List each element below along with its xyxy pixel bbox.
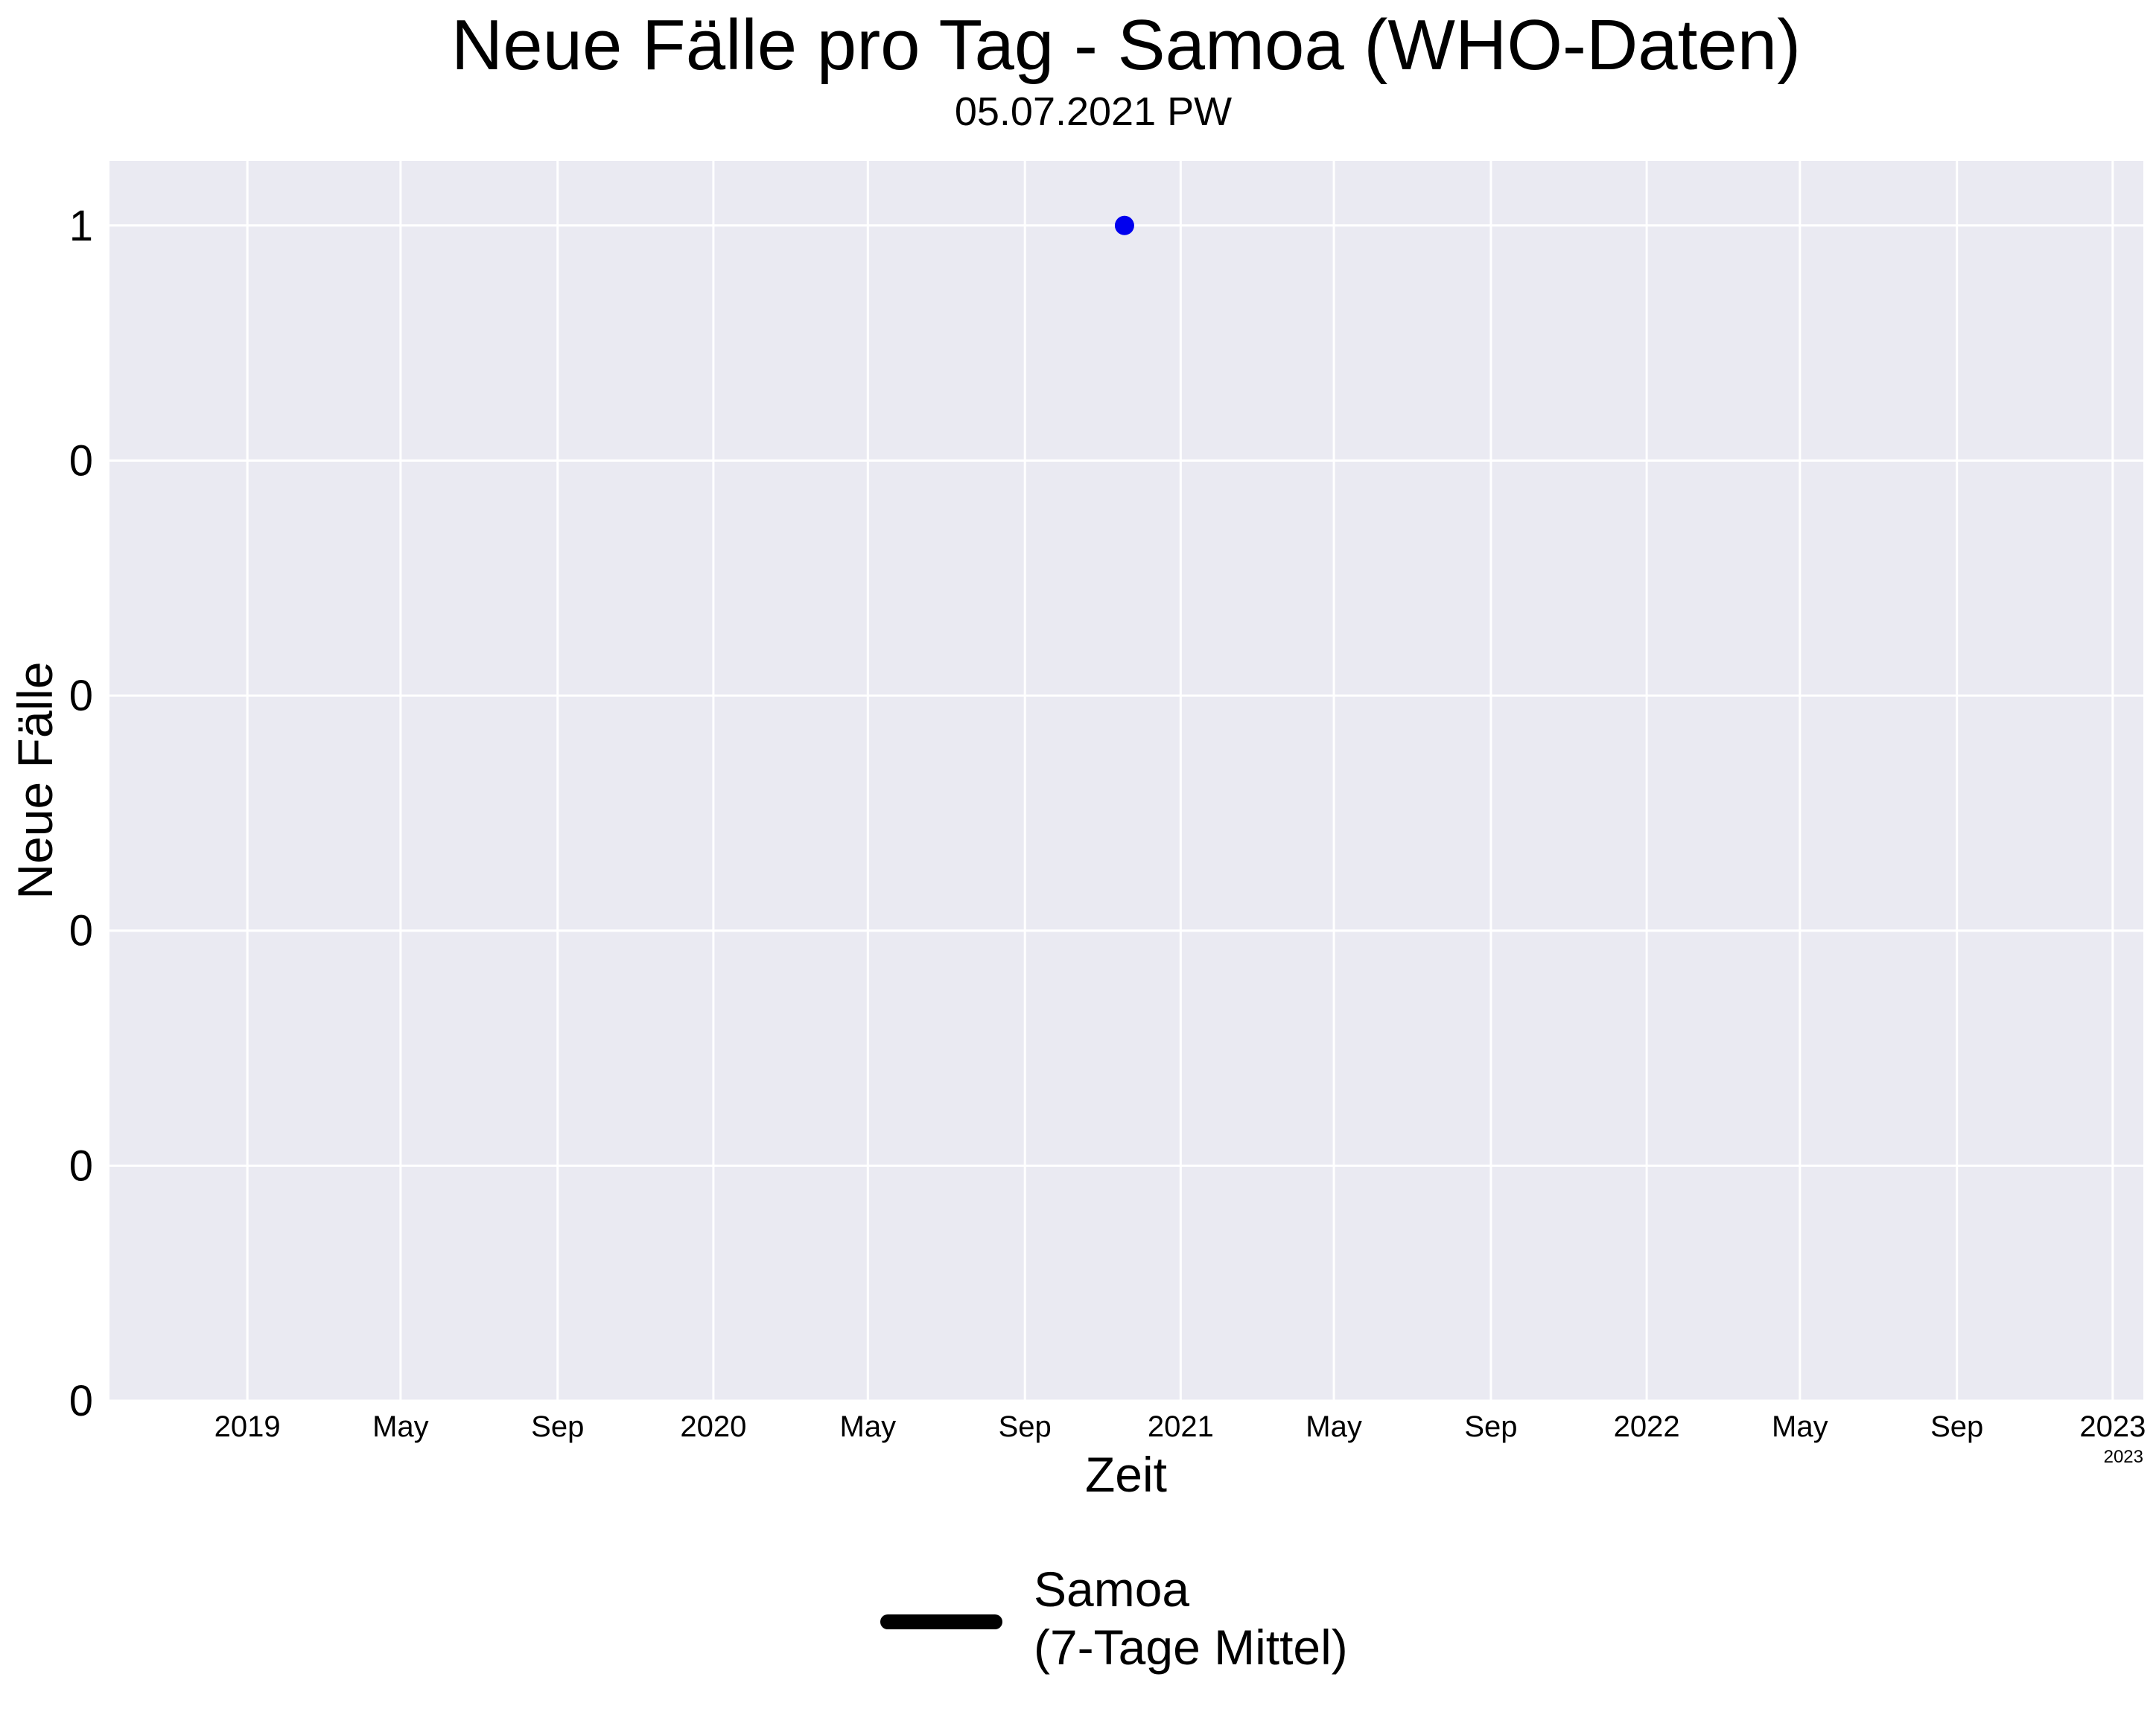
x-tick-label: May [1772, 1410, 1828, 1443]
legend-label-line2: (7-Tage Mittel) [1034, 1620, 1348, 1675]
y-tick-labels: 0 0 0 0 0 1 [69, 202, 93, 1425]
x-axis-label: Zeit [1085, 1447, 1167, 1502]
grid-x [246, 161, 2114, 1401]
x-tick-label: May [372, 1410, 429, 1443]
chart-subtitle: 05.07.2021 PW [955, 89, 1232, 134]
y-axis-label: Neue Fälle [7, 661, 63, 899]
x-tick-label: May [840, 1410, 897, 1443]
y-tick-label: 0 [69, 672, 93, 720]
y-tick-label: 0 [69, 1142, 93, 1190]
x-tick-label: 2022 [1614, 1410, 1680, 1443]
x-tick-label: May [1306, 1410, 1362, 1443]
plot-area [109, 161, 2143, 1401]
x-tick-label: Sep [1464, 1410, 1517, 1443]
x-tick-label: 2020 [680, 1410, 746, 1443]
y-tick-label: 0 [69, 436, 93, 485]
x-tick-labels: 2019 May Sep 2020 May Sep 2021 May Sep 2022 May Sep… [214, 1410, 2146, 1443]
x-tick-label: 2019 [214, 1410, 281, 1443]
y-tick-label: 1 [69, 202, 93, 250]
legend: Samoa (7-Tage Mittel) [880, 1562, 1348, 1675]
x-tick-label: 2021 [1148, 1410, 1214, 1443]
x-tick-label: Sep [999, 1410, 1052, 1443]
data-point [1114, 215, 1134, 235]
legend-label-line1: Samoa [1034, 1562, 1189, 1617]
chart-title: Neue Fälle pro Tag - Samoa (WHO-Daten) [451, 5, 1801, 85]
x-tick-label: Sep [531, 1410, 584, 1443]
x-axis-offset-label: 2023 [2104, 1447, 2143, 1467]
grid-y [109, 224, 2143, 1402]
series-layer [1114, 215, 1134, 235]
x-tick-label: Sep [1930, 1410, 1983, 1443]
y-tick-label: 0 [69, 1377, 93, 1425]
x-tick-label: 2023 [2079, 1410, 2146, 1443]
y-tick-label: 0 [69, 907, 93, 955]
